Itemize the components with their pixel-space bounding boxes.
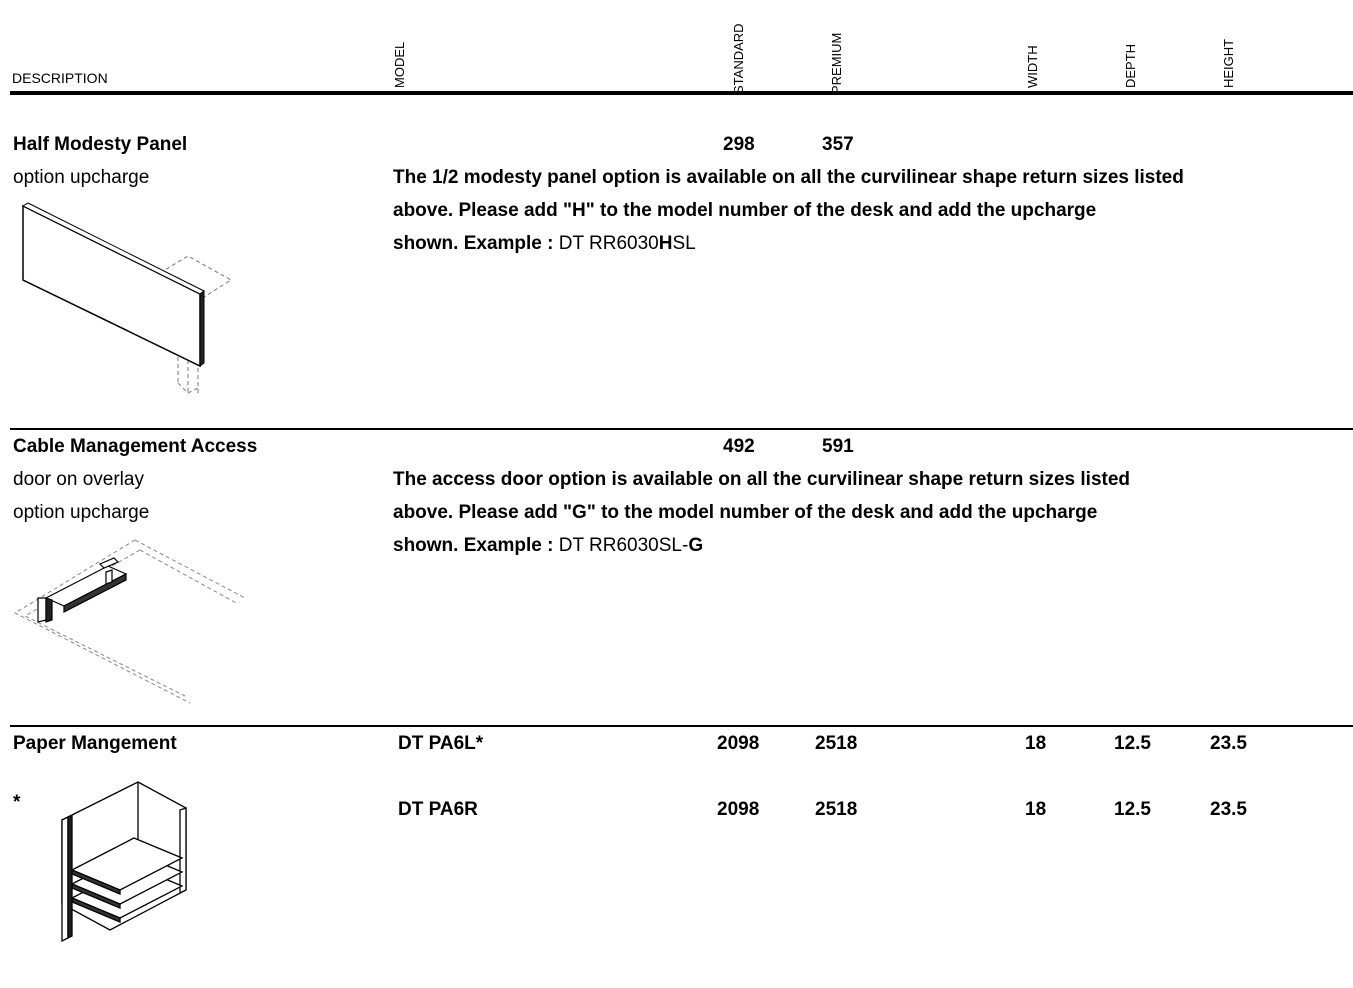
section-title-cable-management: Cable Management Access	[13, 436, 258, 457]
depth-value: 12.5	[1114, 799, 1151, 820]
note-line: The access door option is available on a…	[393, 469, 1131, 490]
width-value: 18	[1025, 799, 1047, 820]
depth-value: 12.5	[1114, 733, 1151, 754]
header-width: WIDTH	[1025, 45, 1040, 88]
half-modesty-panel-drawing	[21, 202, 232, 394]
note-line: above. Please add "H" to the model numbe…	[393, 200, 1097, 221]
header-rule	[10, 91, 1353, 95]
note-example-line: shown. Example : DT RR6030SL-G	[393, 529, 1130, 562]
standard-price: 2098	[717, 733, 760, 754]
section-subtitle: option upcharge	[13, 167, 150, 188]
model-number: DT PA6L*	[398, 733, 484, 754]
model-number: DT PA6R	[398, 799, 478, 820]
header-height: HEIGHT	[1221, 38, 1236, 88]
cable-access-door-drawing	[13, 539, 246, 704]
header-description: DESCRIPTION	[12, 70, 108, 86]
note-example-line: shown. Example : DT RR6030HSL	[393, 227, 1184, 260]
standard-price: 2098	[717, 799, 760, 820]
standard-price: 298	[723, 134, 755, 155]
height-value: 23.5	[1210, 799, 1247, 820]
example-model-c: SL	[672, 233, 696, 254]
note-example-prefix: shown. Example :	[393, 233, 559, 254]
header-depth: DEPTH	[1123, 43, 1138, 88]
header-premium: PREMIUM	[829, 32, 844, 94]
standard-price: 492	[723, 436, 755, 457]
paper-management-drawing	[61, 781, 187, 942]
premium-price: 2518	[815, 733, 858, 754]
footnote-asterisk: *	[13, 792, 21, 813]
premium-price: 357	[822, 134, 854, 155]
section-title-paper-management: Paper Mangement	[13, 733, 177, 754]
header-standard: STANDARD	[731, 23, 746, 94]
width-value: 18	[1025, 733, 1047, 754]
example-model-b: G	[688, 535, 704, 556]
header-model: MODEL	[392, 41, 407, 88]
cable-access-note: The access door option is available on a…	[393, 463, 1130, 562]
height-value: 23.5	[1210, 733, 1247, 754]
section-subtitle: door on overlay	[13, 469, 144, 490]
example-model-a: DT RR6030	[558, 233, 659, 254]
section-subtitle: option upcharge	[13, 502, 150, 523]
note-line: above. Please add "G" to the model numbe…	[393, 502, 1098, 523]
half-modesty-note: The 1/2 modesty panel option is availabl…	[393, 161, 1184, 260]
section-rule	[10, 725, 1353, 727]
section-rule	[10, 428, 1353, 430]
premium-price: 2518	[815, 799, 858, 820]
example-model-b: H	[658, 233, 673, 254]
note-line: The 1/2 modesty panel option is availabl…	[393, 167, 1184, 188]
note-example-prefix: shown. Example :	[393, 535, 559, 556]
premium-price: 591	[822, 436, 854, 457]
section-title-half-modesty-panel: Half Modesty Panel	[13, 134, 188, 155]
example-model-a: DT RR6030SL-	[558, 535, 689, 556]
